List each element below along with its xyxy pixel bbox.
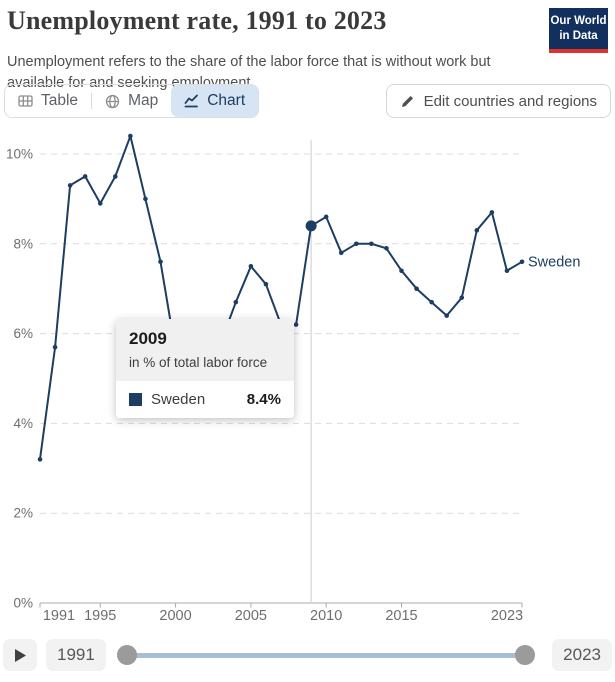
data-point[interactable] (97, 201, 103, 206)
y-axis-label: 6% (13, 326, 33, 341)
toolbar: Table Map Chart Edit countries and regio… (4, 84, 611, 118)
play-icon (14, 648, 27, 663)
data-point[interactable] (323, 214, 329, 220)
edit-countries-button[interactable]: Edit countries and regions (385, 84, 611, 118)
timeline-slider-track[interactable] (126, 652, 526, 658)
tooltip-year: 2009 (129, 329, 167, 348)
tab-table[interactable]: Table (5, 85, 91, 117)
data-point[interactable] (459, 295, 465, 300)
data-point[interactable] (113, 174, 118, 179)
line-chart-icon (184, 94, 199, 108)
hover-tooltip: 2009 in % of total labor force Sweden 8.… (116, 319, 294, 418)
data-point[interactable] (158, 259, 163, 265)
tab-map-label: Map (128, 92, 159, 109)
data-point[interactable] (444, 313, 449, 318)
table-icon (18, 94, 33, 108)
globe-icon (105, 94, 120, 109)
play-button[interactable] (3, 639, 37, 671)
x-axis-label: 2005 (235, 608, 267, 624)
owid-logo-line1: Our World (550, 15, 607, 27)
data-point[interactable] (248, 263, 254, 269)
timeline-controls: 1991 2023 (3, 638, 612, 672)
tooltip-value: 8.4% (246, 391, 281, 408)
data-point[interactable] (489, 210, 495, 215)
data-point[interactable] (414, 286, 419, 292)
x-axis-label: 2015 (385, 608, 417, 624)
x-axis-label: 2010 (310, 608, 342, 624)
x-axis-label: 2000 (159, 608, 191, 624)
data-point[interactable] (369, 241, 374, 247)
tooltip-swatch (129, 393, 142, 406)
x-axis-label: 1995 (84, 608, 116, 624)
data-point[interactable] (474, 228, 480, 233)
data-point[interactable] (338, 250, 344, 256)
data-point[interactable] (37, 457, 43, 462)
data-point[interactable] (67, 183, 73, 188)
timeline-end-year[interactable]: 2023 (552, 639, 612, 671)
tab-table-label: Table (41, 92, 79, 109)
y-axis-label: 8% (13, 236, 33, 251)
edit-countries-label: Edit countries and regions (423, 92, 597, 110)
data-point[interactable] (263, 281, 269, 287)
x-axis-label: 1991 (43, 608, 75, 624)
view-tab-group: Table Map Chart (4, 84, 260, 118)
data-point[interactable] (143, 196, 148, 202)
owid-logo-line2: in Data (559, 29, 598, 42)
data-point-highlighted[interactable] (305, 220, 317, 232)
timeline-start-year[interactable]: 1991 (46, 639, 106, 671)
page-title: Unemployment rate, 1991 to 2023 (7, 6, 387, 35)
tab-chart[interactable]: Chart (171, 85, 259, 117)
tab-divider (91, 93, 93, 109)
pencil-icon (400, 94, 415, 109)
tooltip-entity-label: Sweden (151, 391, 206, 408)
data-point[interactable] (519, 259, 525, 265)
data-point[interactable] (354, 241, 359, 247)
data-point[interactable] (128, 133, 133, 139)
y-axis-label: 2% (13, 506, 33, 521)
tooltip-row: Sweden 8.4% (116, 381, 294, 418)
timeline-slider[interactable] (116, 638, 536, 672)
timeline-handle-end[interactable] (515, 645, 536, 665)
x-axis-label: 2023 (491, 608, 523, 624)
tab-chart-label: Chart (207, 92, 246, 109)
y-axis-label: 0% (13, 596, 33, 611)
series-label-sweden[interactable]: Sweden (528, 254, 580, 270)
data-point[interactable] (429, 299, 434, 305)
data-point[interactable] (82, 174, 88, 179)
tab-map[interactable]: Map (92, 85, 171, 117)
y-axis-label: 10% (6, 147, 33, 162)
data-point[interactable] (293, 322, 299, 327)
y-axis-label: 4% (13, 416, 33, 431)
timeline-handle-start[interactable] (116, 645, 137, 665)
data-point[interactable] (504, 268, 510, 274)
tooltip-unit: in % of total labor force (129, 355, 268, 370)
data-point[interactable] (52, 344, 58, 350)
data-point[interactable] (384, 245, 389, 251)
data-point[interactable] (233, 299, 239, 305)
owid-logo[interactable]: Our World in Data (549, 8, 608, 53)
data-point[interactable] (399, 268, 404, 274)
tooltip-header: 2009 in % of total labor force (116, 319, 294, 381)
